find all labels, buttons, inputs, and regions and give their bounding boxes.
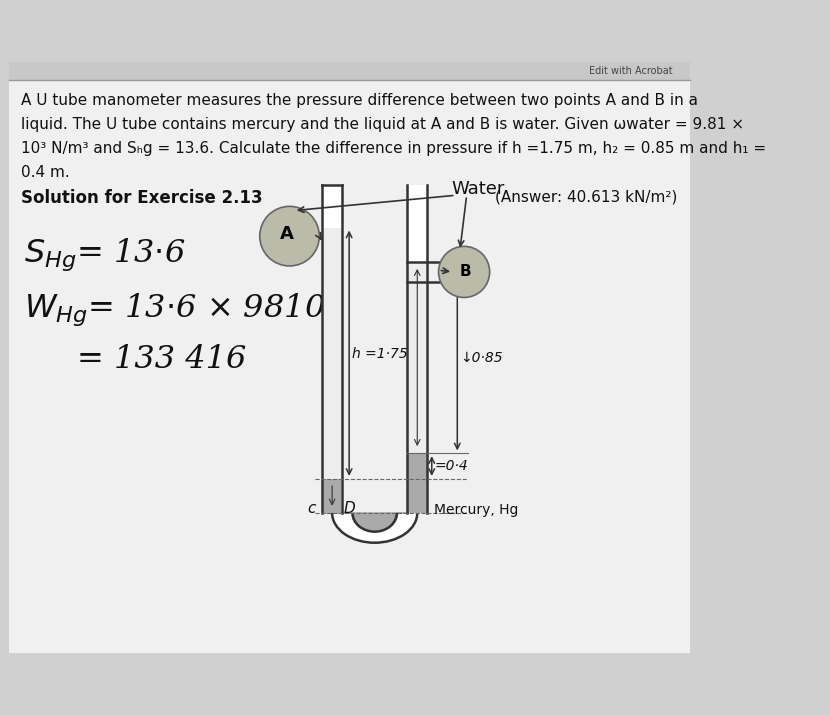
Text: liquid. The U tube contains mercury and the liquid at A and B is water. Given ωw: liquid. The U tube contains mercury and … bbox=[22, 117, 745, 132]
Bar bbox=[323, 185, 341, 513]
Bar bbox=[408, 262, 427, 453]
Text: Edit with Acrobat: Edit with Acrobat bbox=[589, 66, 673, 76]
Text: 0.4 m.: 0.4 m. bbox=[22, 164, 70, 179]
Text: 10³ N/m³ and Sₕg = 13.6. Calculate the difference in pressure if h =1.75 m, h₂ =: 10³ N/m³ and Sₕg = 13.6. Calculate the d… bbox=[22, 141, 766, 156]
Text: A: A bbox=[280, 225, 294, 242]
Polygon shape bbox=[332, 513, 417, 543]
Text: $W_{Hg}$= 13$\cdot$6 $\times$ 9810: $W_{Hg}$= 13$\cdot$6 $\times$ 9810 bbox=[24, 292, 325, 328]
Text: = 133 416: = 133 416 bbox=[76, 345, 246, 375]
Text: D: D bbox=[344, 501, 355, 516]
Text: c: c bbox=[307, 501, 316, 516]
Text: =0·4: =0·4 bbox=[434, 459, 468, 473]
Bar bbox=[408, 185, 427, 513]
Text: $S_{Hg}$= 13$\cdot$6: $S_{Hg}$= 13$\cdot$6 bbox=[24, 236, 185, 272]
Text: Mercury, Hg: Mercury, Hg bbox=[434, 503, 519, 518]
Text: h =1·75: h =1·75 bbox=[352, 347, 408, 360]
Bar bbox=[8, 61, 690, 80]
Bar bbox=[323, 479, 341, 513]
Bar bbox=[408, 453, 427, 513]
Text: B: B bbox=[460, 265, 471, 280]
Text: A U tube manometer measures the pressure difference between two points A and B i: A U tube manometer measures the pressure… bbox=[22, 93, 698, 108]
Polygon shape bbox=[324, 513, 408, 532]
Circle shape bbox=[438, 247, 490, 297]
Text: ↓0·85: ↓0·85 bbox=[460, 351, 502, 365]
Text: Water: Water bbox=[452, 180, 505, 198]
Bar bbox=[323, 227, 341, 479]
Text: Solution for Exercise 2.13: Solution for Exercise 2.13 bbox=[22, 189, 263, 207]
Text: (Answer: 40.613 kN/m²): (Answer: 40.613 kN/m²) bbox=[495, 189, 677, 204]
Circle shape bbox=[260, 207, 320, 266]
